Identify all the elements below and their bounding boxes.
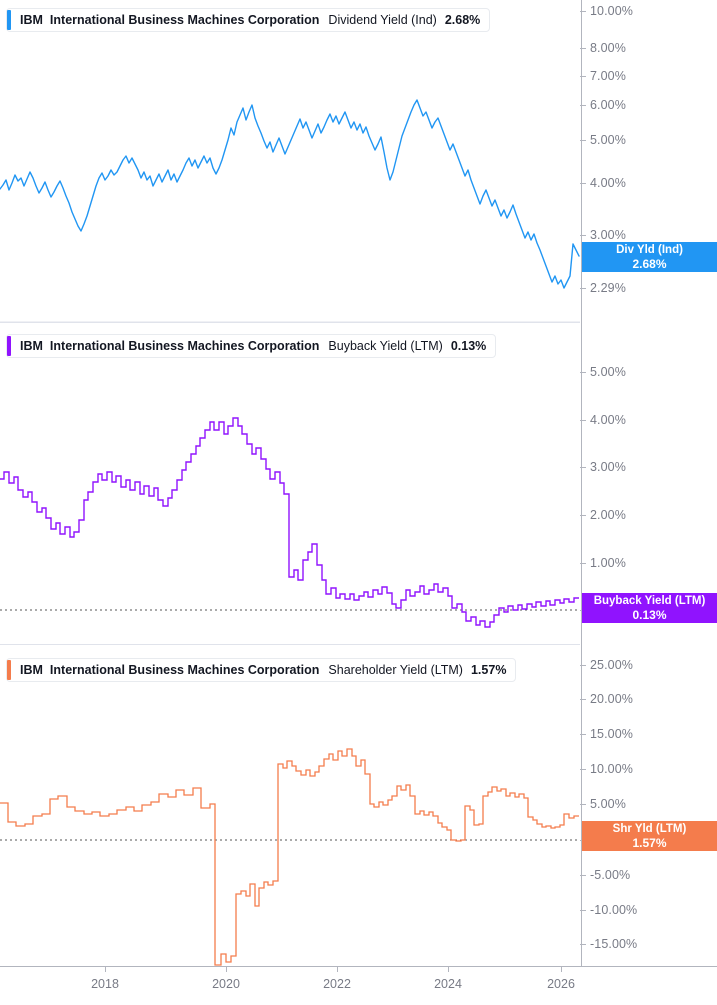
price-badge-dividend[interactable]: Div Yld (Ind) 2.68% bbox=[582, 242, 717, 272]
price-badge-buyback[interactable]: Buyback Yield (LTM) 0.13% bbox=[582, 593, 717, 623]
axis-tick-label: 5.00% bbox=[590, 133, 626, 147]
legend-dividend[interactable]: IBM International Business Machines Corp… bbox=[6, 8, 491, 32]
axis-tick-label: -10.00% bbox=[590, 903, 638, 917]
axis-tick-label: 4.00% bbox=[590, 176, 626, 190]
time-axis-label: 2024 bbox=[434, 977, 462, 991]
axis-buyback[interactable]: 5.00% 4.00% 3.00% 2.00% 1.00% 0.00% Buyb… bbox=[580, 322, 717, 644]
price-badge-title: Buyback Yield (LTM) bbox=[593, 595, 706, 607]
axis-tick-label: 8.00% bbox=[590, 41, 626, 55]
axis-tick-label: 15.00% bbox=[590, 727, 633, 741]
pane-separator bbox=[0, 322, 580, 323]
time-axis-label: 2020 bbox=[212, 977, 240, 991]
legend-company-name: International Business Machines Corporat… bbox=[49, 663, 320, 677]
axis-tick-label: 10.00% bbox=[590, 4, 633, 18]
axis-tick-label: -15.00% bbox=[590, 937, 638, 951]
legend-company-name: International Business Machines Corporat… bbox=[49, 339, 320, 353]
time-axis-corner bbox=[580, 966, 717, 967]
time-axis-label: 2026 bbox=[547, 977, 575, 991]
legend-ticker: IBM bbox=[20, 339, 43, 353]
dividend-series-svg bbox=[0, 99, 580, 322]
axis-spine-shareholder bbox=[581, 644, 582, 966]
time-axis-spine bbox=[0, 966, 580, 967]
legend-study-name: Buyback Yield (LTM) bbox=[328, 339, 443, 353]
price-badge-value: 0.13% bbox=[632, 608, 667, 622]
time-axis[interactable]: 2018 2020 2022 2024 2026 bbox=[0, 966, 717, 1005]
axis-tick-label: 2.00% bbox=[590, 508, 626, 522]
axis-tick-label: 4.00% bbox=[590, 413, 626, 427]
legend-value: 2.68% bbox=[444, 13, 481, 27]
axis-tick-label: 5.00% bbox=[590, 365, 626, 379]
pane-shareholder-yield[interactable]: IBM International Business Machines Corp… bbox=[0, 644, 717, 966]
legend-buyback[interactable]: IBM International Business Machines Corp… bbox=[6, 334, 497, 358]
buyback-series-svg bbox=[0, 417, 580, 628]
axis-shareholder[interactable]: 25.00% 20.00% 15.00% 10.00% 5.00% 0.00% … bbox=[580, 644, 717, 966]
legend-value: 0.13% bbox=[450, 339, 487, 353]
time-axis-label: 2018 bbox=[91, 977, 119, 991]
axis-spine-dividend bbox=[581, 0, 582, 322]
pane-dividend-yield[interactable]: IBM International Business Machines Corp… bbox=[0, 0, 717, 322]
legend-value: 1.57% bbox=[470, 663, 507, 677]
time-axis-label: 2022 bbox=[323, 977, 351, 991]
plot-area-buyback[interactable] bbox=[0, 322, 580, 644]
axis-tick-label: 3.00% bbox=[590, 460, 626, 474]
pane-separator bbox=[0, 644, 580, 645]
axis-tick-label: 6.00% bbox=[590, 98, 626, 112]
axis-spine-buyback bbox=[581, 322, 582, 644]
dividend-line bbox=[0, 99, 580, 289]
legend-color-swatch-shareholder bbox=[7, 660, 11, 680]
buyback-line bbox=[0, 417, 579, 628]
axis-tick-label: 1.00% bbox=[590, 556, 626, 570]
plot-area-dividend[interactable] bbox=[0, 0, 580, 322]
legend-ticker: IBM bbox=[20, 13, 43, 27]
shareholder-line bbox=[0, 748, 579, 966]
legend-color-swatch-buyback bbox=[7, 336, 11, 356]
axis-dividend[interactable]: 10.00% 8.00% 7.00% 6.00% 5.00% 4.00% 3.0… bbox=[580, 0, 717, 322]
legend-ticker: IBM bbox=[20, 663, 43, 677]
legend-company-name: International Business Machines Corporat… bbox=[49, 13, 320, 27]
legend-shareholder[interactable]: IBM International Business Machines Corp… bbox=[6, 658, 517, 682]
axis-tick-label: 2.29% bbox=[590, 281, 626, 295]
plot-area-shareholder[interactable] bbox=[0, 644, 580, 966]
axis-tick-label: 7.00% bbox=[590, 69, 626, 83]
axis-tick-label: -5.00% bbox=[590, 868, 631, 882]
legend-color-swatch-dividend bbox=[7, 10, 11, 30]
price-badge-title: Shr Yld (LTM) bbox=[612, 823, 687, 835]
axis-tick-label: 5.00% bbox=[590, 797, 626, 811]
price-badge-value: 1.57% bbox=[632, 836, 667, 850]
axis-tick-label: 3.00% bbox=[590, 228, 626, 242]
axis-tick-label: 10.00% bbox=[590, 762, 633, 776]
shareholder-series-svg bbox=[0, 748, 580, 966]
axis-tick-label: 25.00% bbox=[590, 658, 633, 672]
price-badge-shareholder[interactable]: Shr Yld (LTM) 1.57% bbox=[582, 821, 717, 851]
pane-buyback-yield[interactable]: IBM International Business Machines Corp… bbox=[0, 322, 717, 644]
price-badge-value: 2.68% bbox=[632, 257, 667, 271]
price-badge-title: Div Yld (Ind) bbox=[616, 244, 683, 256]
axis-tick-label: 20.00% bbox=[590, 692, 633, 706]
legend-study-name: Dividend Yield (Ind) bbox=[328, 13, 437, 27]
legend-study-name: Shareholder Yield (LTM) bbox=[328, 663, 463, 677]
